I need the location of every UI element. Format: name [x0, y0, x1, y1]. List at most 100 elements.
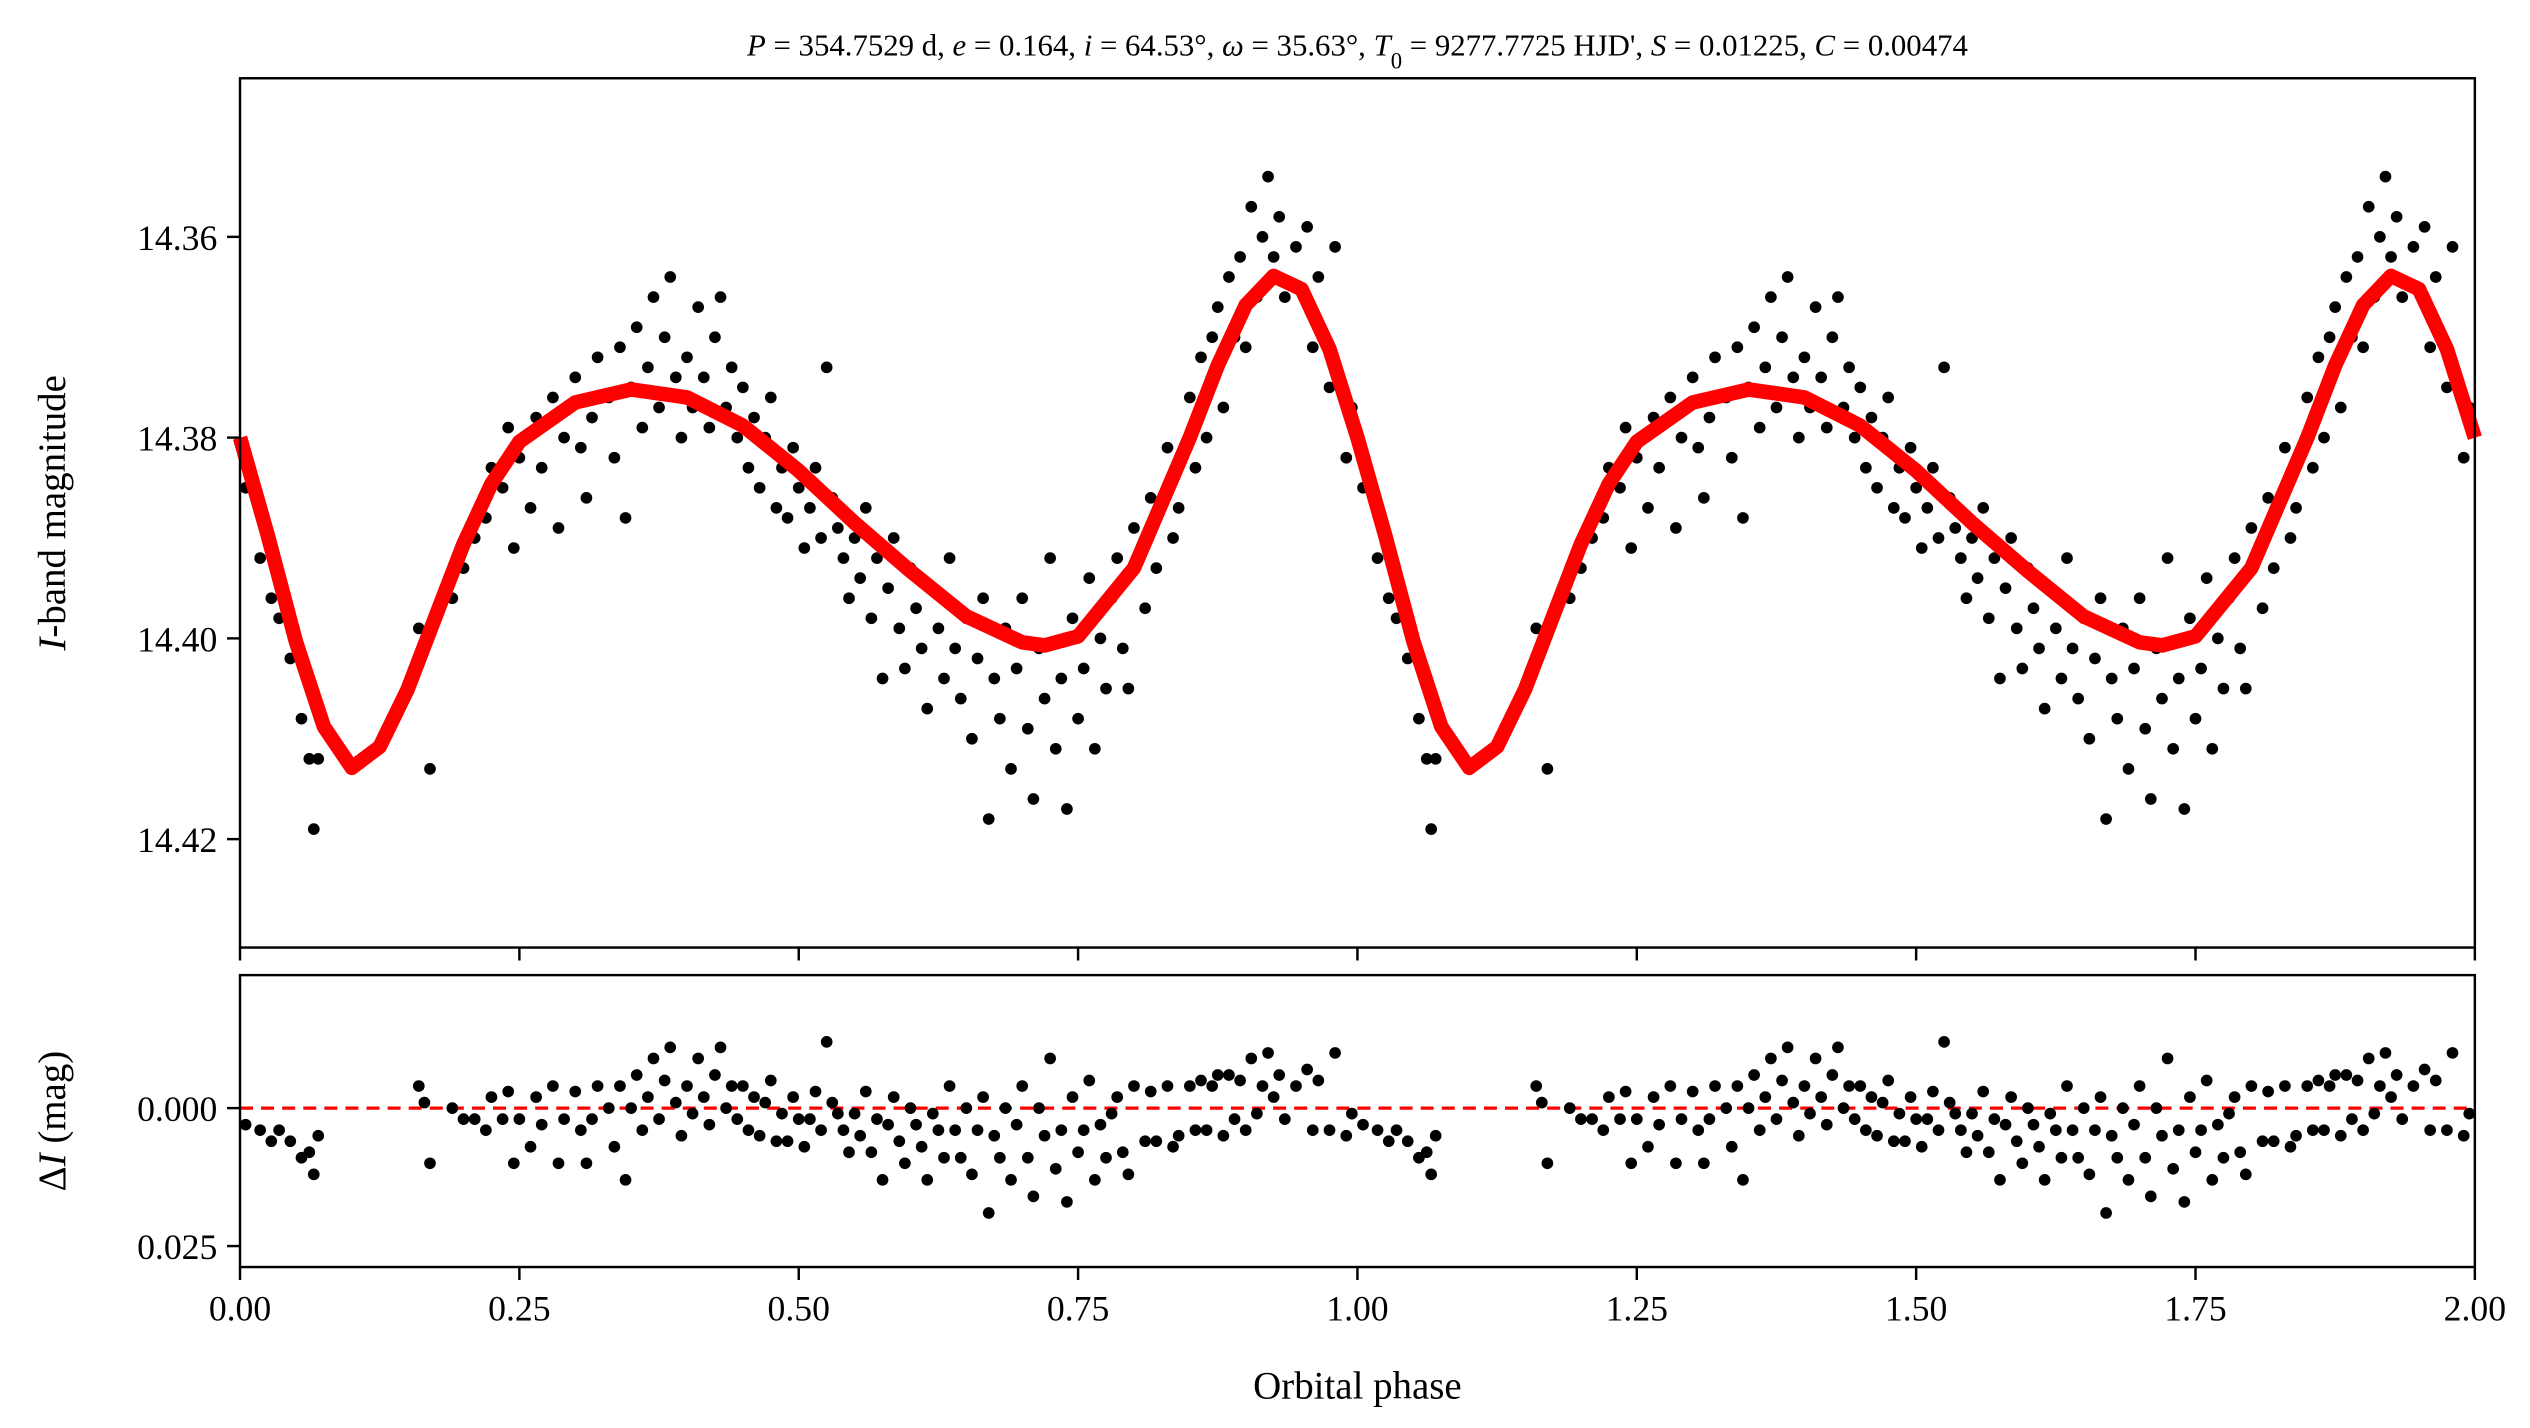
data-point: [781, 512, 794, 524]
residual-point: [1832, 1041, 1844, 1054]
chart-title: P = 354.7529 d, e = 0.164, i = 64.53°, ω…: [746, 29, 1968, 73]
residual-point: [1301, 1063, 1313, 1076]
residual-point: [731, 1113, 744, 1125]
data-point: [658, 331, 671, 344]
residual-point: [994, 1151, 1006, 1164]
residual-point: [1128, 1080, 1140, 1092]
data-point: [2178, 803, 2191, 815]
residual-point: [574, 1124, 587, 1137]
data-point: [1832, 291, 1844, 303]
residual-point: [619, 1174, 632, 1186]
residual-point: [1055, 1124, 1068, 1137]
data-point: [2379, 170, 2392, 183]
residual-point: [2329, 1069, 2342, 1081]
data-point: [815, 532, 827, 544]
y-tick-label: 0.025: [137, 1227, 217, 1267]
data-point: [1977, 502, 1990, 514]
data-point: [893, 622, 906, 635]
residual-point: [669, 1096, 682, 1109]
residual-point: [1278, 1113, 1291, 1125]
data-point: [1161, 441, 1174, 454]
residual-point: [1865, 1091, 1878, 1103]
data-point: [535, 461, 548, 474]
residual-point: [1066, 1091, 1079, 1103]
title-segment: T: [1374, 29, 1393, 63]
data-point: [1675, 431, 1688, 444]
x-axis-label: Orbital phase: [1253, 1364, 1462, 1407]
data-point: [1245, 200, 1258, 213]
data-point: [1340, 451, 1353, 464]
data-point: [1904, 441, 1917, 454]
data-point: [1625, 542, 1638, 554]
data-point: [2133, 592, 2146, 605]
residual-point: [1943, 1096, 1956, 1109]
data-point: [1915, 542, 1928, 554]
residual-point: [1904, 1091, 1917, 1103]
data-point: [2128, 662, 2140, 675]
data-point: [703, 421, 716, 434]
data-point: [630, 321, 643, 334]
data-point: [854, 572, 867, 584]
data-point: [2429, 271, 2442, 283]
residual-point: [1038, 1129, 1051, 1142]
data-point: [2385, 251, 2397, 263]
data-point: [669, 371, 682, 384]
data-point: [899, 662, 911, 675]
residual-point: [642, 1091, 654, 1103]
x-tick-label: 0.75: [1047, 1289, 1109, 1329]
data-point: [2323, 331, 2336, 344]
residual-point: [1346, 1107, 1358, 1120]
residual-point: [1625, 1157, 1638, 1170]
residual-point: [781, 1135, 794, 1148]
residual-point: [2027, 1118, 2040, 1131]
residual-point: [1111, 1091, 1124, 1103]
data-point: [709, 331, 721, 344]
residual-point: [1999, 1118, 2012, 1131]
residual-point: [2111, 1151, 2124, 1164]
residual-point: [1100, 1151, 1112, 1164]
residual-point: [2279, 1080, 2291, 1092]
residual-point: [1083, 1074, 1096, 1087]
residual-point: [524, 1140, 537, 1153]
residual-point: [1217, 1129, 1230, 1142]
top-y-ticks: 14.36 14.38 14.40 14.42: [137, 218, 241, 860]
residual-point: [2144, 1190, 2157, 1203]
data-point: [547, 391, 559, 404]
data-point: [1541, 763, 1554, 775]
residual-point: [2306, 1124, 2319, 1137]
residual-point: [1267, 1091, 1280, 1103]
residual-point: [636, 1124, 649, 1137]
residual-point: [1563, 1102, 1576, 1114]
residual-point: [971, 1124, 984, 1137]
residual-point: [843, 1146, 855, 1159]
data-point: [2256, 602, 2269, 615]
residual-point: [513, 1113, 526, 1125]
residual-point: [2284, 1140, 2297, 1153]
residual-point: [1960, 1146, 1973, 1159]
residual-point: [709, 1069, 721, 1081]
x-tick-label: 0.50: [768, 1289, 830, 1329]
data-point: [792, 481, 805, 494]
residual-point: [1753, 1124, 1766, 1137]
residual-point: [887, 1091, 900, 1103]
data-point: [1966, 532, 1978, 544]
data-point: [882, 582, 894, 595]
residual-point: [809, 1085, 822, 1098]
residual-point: [2083, 1168, 2096, 1181]
residual-point: [586, 1113, 598, 1125]
model-curve: [233, 268, 2482, 776]
residual-point: [899, 1157, 911, 1170]
residual-point: [2022, 1102, 2034, 1114]
residual-point: [848, 1107, 861, 1120]
data-point: [524, 502, 537, 514]
data-point: [1223, 271, 1235, 283]
residual-point: [1340, 1129, 1353, 1142]
residual-point: [854, 1129, 867, 1142]
data-point: [1826, 331, 1839, 344]
data-point: [2234, 642, 2247, 655]
residual-point: [468, 1113, 481, 1125]
data-point: [1425, 823, 1438, 835]
residual-point: [1670, 1157, 1682, 1170]
residual-point: [1290, 1080, 1302, 1092]
